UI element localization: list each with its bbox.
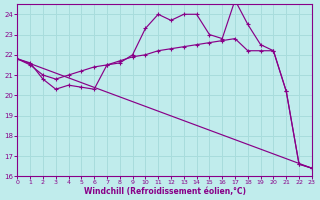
X-axis label: Windchill (Refroidissement éolien,°C): Windchill (Refroidissement éolien,°C) [84, 187, 245, 196]
